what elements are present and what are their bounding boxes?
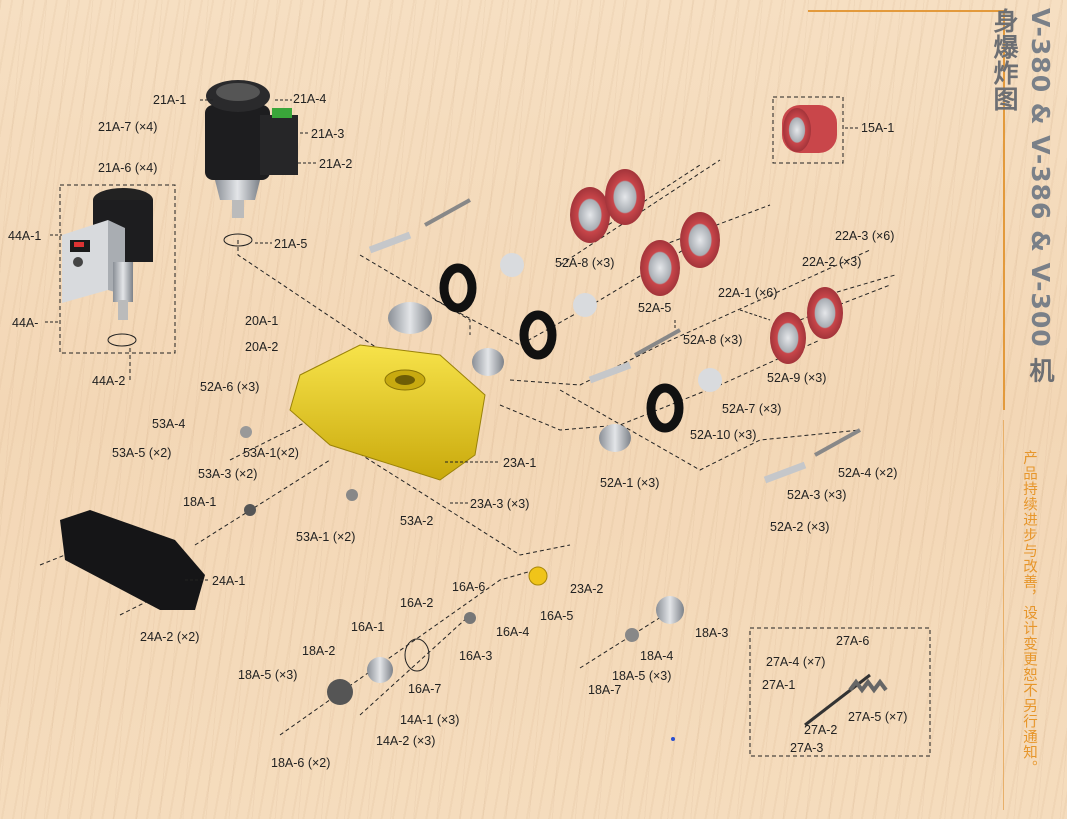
label-52a-4: 52A-4 (×2) [838, 466, 897, 480]
shafts [368, 198, 861, 484]
label-16a-3: 16A-3 [459, 649, 492, 663]
label-52a-8-top: 52A-8 (×3) [555, 256, 614, 270]
hubs [388, 253, 722, 452]
small-parts [240, 426, 888, 727]
label-44a-1: 44A-1 [8, 229, 41, 243]
label-20a-2: 20A-2 [245, 340, 278, 354]
accent-rule-horizontal [808, 10, 1005, 12]
label-18a-5-right: 18A-5 (×3) [612, 669, 671, 683]
label-27a-2: 27A-2 [804, 723, 837, 737]
label-27a-6: 27A-6 [836, 634, 869, 648]
label-21a-1: 21A-1 [153, 93, 186, 107]
rollers-22a [570, 169, 843, 364]
cover-24a [60, 510, 205, 610]
label-18a-5-left: 18A-5 (×3) [238, 668, 297, 682]
label-24a-1: 24A-1 [212, 574, 245, 588]
label-21a-6: 21A-6 (×4) [98, 161, 157, 175]
label-52a-8-mid: 52A-8 (×3) [683, 333, 742, 347]
label-22a-1: 22A-1 (×6) [718, 286, 777, 300]
label-23a-2: 23A-2 [570, 582, 603, 596]
label-15a-1: 15A-1 [861, 121, 894, 135]
label-53a-3: 53A-3 (×2) [198, 467, 257, 481]
label-27a-3: 27A-3 [790, 741, 823, 755]
design-change-notice: 产品持续进步与改善，设计变更恕不另行通知。 [1021, 450, 1037, 776]
motor-21a [205, 80, 298, 247]
title-models: V-380 & V-386 & V-300 [1026, 8, 1055, 348]
leader-lines [45, 99, 860, 581]
roller-box [772, 96, 844, 164]
label-53a-2: 53A-2 [400, 514, 433, 528]
label-52a-1: 52A-1 (×3) [600, 476, 659, 490]
label-18a-7: 18A-7 [588, 683, 621, 697]
label-18a-2: 18A-2 [302, 644, 335, 658]
motor-44a [62, 188, 153, 347]
label-21a-5: 21A-5 [274, 237, 307, 251]
label-53a-1-top: 53A-1(×2) [243, 446, 299, 460]
label-22a-3: 22A-3 (×6) [835, 229, 894, 243]
label-16a-4: 16A-4 [496, 625, 529, 639]
label-16a-2: 16A-2 [400, 596, 433, 610]
label-27a-4: 27A-4 (×7) [766, 655, 825, 669]
label-21a-4: 21A-4 [293, 92, 326, 106]
label-52a-7: 52A-7 (×3) [722, 402, 781, 416]
machine-body-23a [289, 344, 486, 481]
exploded-diagram: 21A-1 21A-4 21A-7 (×4) 21A-3 21A-6 (×4) … [8, 80, 931, 770]
label-27a-5: 27A-5 (×7) [848, 710, 907, 724]
label-16a-7: 16A-7 [408, 682, 441, 696]
title-subtitle: 机身爆炸图 [990, 8, 1055, 384]
label-20a-1: 20A-1 [245, 314, 278, 328]
label-22a-2: 22A-2 (×3) [802, 255, 861, 269]
label-53a-1-bottom: 53A-1 (×2) [296, 530, 355, 544]
label-52a-5: 52A-5 [638, 301, 671, 315]
part-labels: 21A-1 21A-4 21A-7 (×4) 21A-3 21A-6 (×4) … [8, 92, 907, 770]
label-23a-1: 23A-1 [503, 456, 536, 470]
label-18a-3: 18A-3 [695, 626, 728, 640]
accent-rule-vertical [1003, 10, 1005, 410]
rings-52a-10 [439, 263, 684, 433]
label-52a-10: 52A-10 (×3) [690, 428, 756, 442]
label-44a: 44A- [12, 316, 38, 330]
marker-dot [671, 737, 675, 741]
label-53a-5: 53A-5 (×2) [112, 446, 171, 460]
label-18a-4: 18A-4 [640, 649, 673, 663]
accent-rule-vertical-lower [1003, 420, 1004, 810]
label-24a-2: 24A-2 (×2) [140, 630, 199, 644]
label-52a-9: 52A-9 (×3) [767, 371, 826, 385]
label-14a-1: 14A-1 (×3) [400, 713, 459, 727]
label-53a-4: 53A-4 [152, 417, 185, 431]
label-18a-1: 18A-1 [183, 495, 216, 509]
label-27a-1: 27A-1 [762, 678, 795, 692]
label-16a-1: 16A-1 [351, 620, 384, 634]
label-21a-2: 21A-2 [319, 157, 352, 171]
label-52a-6: 52A-6 (×3) [200, 380, 259, 394]
label-44a-2: 44A-2 [92, 374, 125, 388]
label-16a-5: 16A-5 [540, 609, 573, 623]
inverter-motor-box [59, 184, 176, 354]
label-21a-3: 21A-3 [311, 127, 344, 141]
label-52a-3: 52A-3 (×3) [787, 488, 846, 502]
label-16a-6: 16A-6 [452, 580, 485, 594]
label-52a-2: 52A-2 (×3) [770, 520, 829, 534]
label-14a-2: 14A-2 (×3) [376, 734, 435, 748]
label-23a-3: 23A-3 (×3) [470, 497, 529, 511]
page-title: V-380 & V-386 & V-300 机身爆炸图 [990, 8, 1058, 408]
label-21a-7: 21A-7 (×4) [98, 120, 157, 134]
label-18a-6: 18A-6 (×2) [271, 756, 330, 770]
roller-15a [782, 105, 837, 153]
